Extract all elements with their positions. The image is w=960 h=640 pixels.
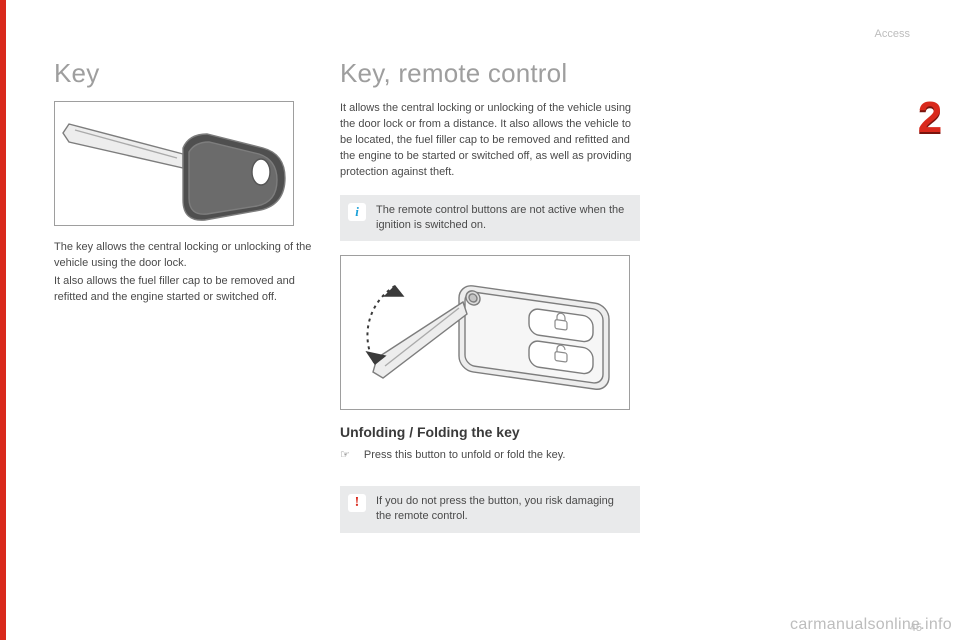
- warning-callout: ! If you do not press the button, you ri…: [340, 486, 640, 533]
- instruction-line: ☞ Press this button to unfold or fold th…: [340, 448, 640, 463]
- chapter-tab: 2: [900, 88, 960, 148]
- column-remote: Key, remote control It allows the centra…: [340, 58, 640, 547]
- section-breadcrumb: Access: [875, 28, 910, 40]
- bullet-marker-icon: ☞: [340, 448, 350, 463]
- chapter-number: 2: [918, 93, 942, 143]
- watermark: carmanualsonline.info: [790, 616, 952, 634]
- remote-intro-text: It allows the central locking or unlocki…: [340, 101, 640, 181]
- manual-page: Access 2 Key The key allows the cen: [0, 0, 960, 640]
- key-description: The key allows the central locking or un…: [54, 240, 324, 306]
- left-accent-bar: [0, 0, 6, 640]
- remote-intro: It allows the central locking or unlocki…: [340, 101, 640, 181]
- illustration-key: [54, 101, 294, 226]
- key-icon: [55, 102, 294, 226]
- info-callout: i The remote control buttons are not act…: [340, 195, 640, 242]
- instruction-text: Press this button to unfold or fold the …: [364, 448, 566, 463]
- illustration-flip-key: [340, 255, 630, 410]
- title-remote: Key, remote control: [340, 58, 640, 89]
- flip-key-icon: [341, 256, 630, 410]
- warning-callout-text: If you do not press the button, you risk…: [376, 494, 630, 525]
- key-desc-p2: It also allows the fuel filler cap to be…: [54, 274, 324, 306]
- warning-icon: !: [348, 494, 366, 512]
- info-callout-text: The remote control buttons are not activ…: [376, 203, 630, 234]
- column-key: Key The key allows the central locking o…: [54, 58, 324, 308]
- info-icon: i: [348, 203, 366, 221]
- key-desc-p1: The key allows the central locking or un…: [54, 240, 324, 272]
- subhead-unfold: Unfolding / Folding the key: [340, 424, 640, 440]
- title-key: Key: [54, 58, 324, 89]
